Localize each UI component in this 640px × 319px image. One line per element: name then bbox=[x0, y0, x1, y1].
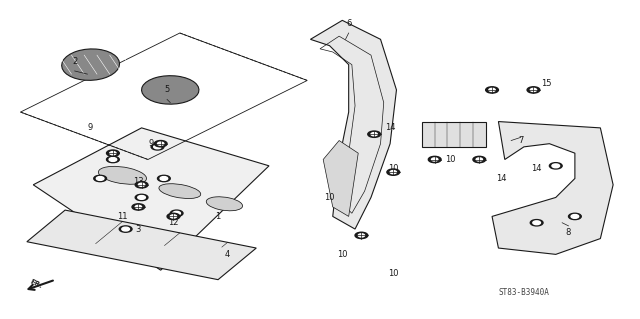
Circle shape bbox=[122, 227, 129, 231]
Circle shape bbox=[390, 171, 396, 174]
Polygon shape bbox=[33, 128, 269, 270]
Ellipse shape bbox=[206, 197, 243, 211]
Circle shape bbox=[549, 163, 562, 169]
Text: 9: 9 bbox=[88, 123, 93, 132]
Circle shape bbox=[531, 219, 543, 226]
Text: 8: 8 bbox=[566, 228, 572, 237]
Circle shape bbox=[368, 131, 381, 137]
Ellipse shape bbox=[99, 167, 147, 184]
Text: 14: 14 bbox=[497, 174, 507, 183]
Circle shape bbox=[170, 215, 177, 218]
Circle shape bbox=[135, 182, 148, 188]
Circle shape bbox=[106, 156, 119, 163]
Circle shape bbox=[531, 88, 537, 92]
Circle shape bbox=[173, 211, 180, 215]
Circle shape bbox=[355, 232, 368, 239]
Circle shape bbox=[154, 145, 161, 149]
Text: 11: 11 bbox=[117, 212, 128, 221]
Text: 14: 14 bbox=[385, 123, 396, 132]
Circle shape bbox=[154, 141, 167, 147]
Text: 14: 14 bbox=[531, 165, 542, 174]
Circle shape bbox=[533, 221, 540, 225]
Circle shape bbox=[157, 175, 170, 182]
Polygon shape bbox=[422, 122, 486, 147]
Circle shape bbox=[167, 213, 180, 219]
Ellipse shape bbox=[61, 49, 120, 80]
Circle shape bbox=[552, 164, 559, 168]
Polygon shape bbox=[323, 141, 358, 216]
Circle shape bbox=[135, 205, 141, 209]
Polygon shape bbox=[27, 210, 256, 280]
Circle shape bbox=[119, 226, 132, 232]
Text: 12: 12 bbox=[168, 218, 179, 227]
Ellipse shape bbox=[159, 184, 201, 198]
Circle shape bbox=[138, 196, 145, 199]
Text: ST83-B3940A: ST83-B3940A bbox=[499, 288, 549, 297]
Circle shape bbox=[109, 152, 116, 155]
Circle shape bbox=[527, 87, 540, 93]
Polygon shape bbox=[310, 20, 396, 229]
Text: 13: 13 bbox=[133, 177, 144, 186]
Circle shape bbox=[170, 210, 183, 216]
Text: 10: 10 bbox=[388, 165, 399, 174]
Text: 6: 6 bbox=[346, 19, 351, 28]
Text: 10: 10 bbox=[388, 269, 399, 278]
Circle shape bbox=[473, 156, 486, 163]
Circle shape bbox=[489, 88, 495, 92]
Circle shape bbox=[135, 194, 148, 201]
Text: FR.: FR. bbox=[29, 278, 44, 289]
Ellipse shape bbox=[141, 76, 199, 104]
Circle shape bbox=[132, 204, 145, 210]
Circle shape bbox=[160, 177, 168, 180]
Circle shape bbox=[97, 177, 104, 180]
Text: 2: 2 bbox=[72, 57, 77, 66]
Text: 10: 10 bbox=[324, 193, 335, 202]
Text: 7: 7 bbox=[518, 136, 524, 145]
Text: 3: 3 bbox=[136, 225, 141, 234]
Circle shape bbox=[431, 158, 438, 161]
Circle shape bbox=[476, 158, 483, 161]
Circle shape bbox=[151, 144, 164, 150]
Polygon shape bbox=[492, 122, 613, 254]
Text: 5: 5 bbox=[164, 85, 170, 94]
Circle shape bbox=[109, 158, 116, 161]
Circle shape bbox=[486, 87, 499, 93]
Circle shape bbox=[106, 150, 119, 156]
Text: 9: 9 bbox=[148, 139, 154, 148]
Text: 1: 1 bbox=[216, 212, 221, 221]
Text: 10: 10 bbox=[445, 155, 456, 164]
Circle shape bbox=[157, 142, 164, 145]
Text: 4: 4 bbox=[225, 250, 230, 259]
Circle shape bbox=[138, 183, 145, 186]
Circle shape bbox=[358, 234, 365, 237]
Circle shape bbox=[568, 213, 581, 219]
Text: 15: 15 bbox=[541, 79, 552, 88]
Circle shape bbox=[571, 214, 579, 218]
Text: 10: 10 bbox=[337, 250, 348, 259]
Circle shape bbox=[387, 169, 399, 175]
Circle shape bbox=[428, 156, 441, 163]
Circle shape bbox=[371, 133, 378, 136]
Circle shape bbox=[94, 175, 106, 182]
